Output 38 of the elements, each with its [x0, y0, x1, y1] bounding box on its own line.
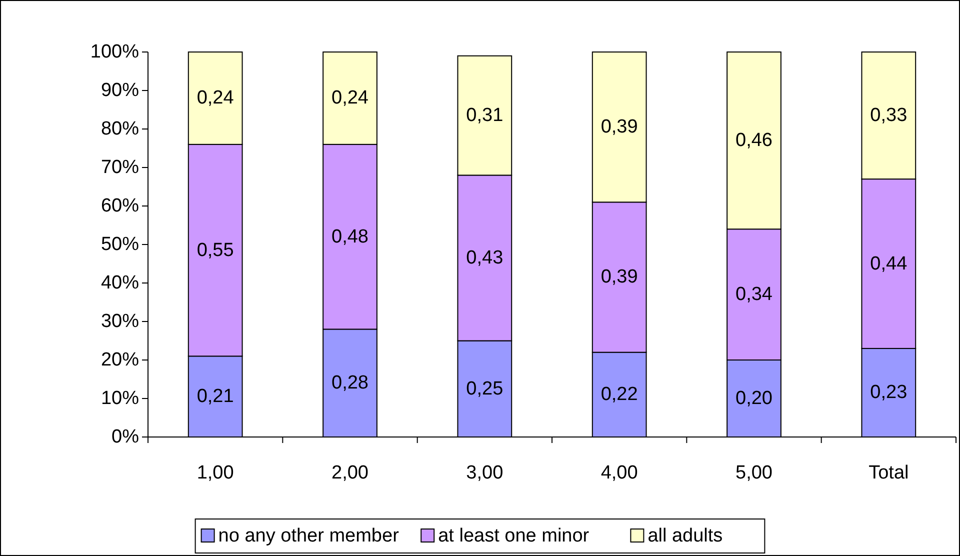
x-tick-label: Total [868, 462, 909, 484]
data-label: 0,20 [736, 388, 772, 409]
data-label: 0,44 [870, 253, 908, 274]
data-label: 0,34 [736, 284, 773, 306]
data-label: 0,28 [332, 372, 368, 394]
legend-label: all adults [648, 526, 723, 546]
data-label: 0,55 [196, 240, 234, 261]
data-label: 0,31 [466, 105, 504, 126]
data-label: 0,43 [466, 247, 504, 268]
data-label: 0,21 [196, 386, 234, 408]
data-label: 0,33 [870, 105, 908, 126]
data-label: 0,25 [466, 378, 504, 400]
y-tick-label: 60% [100, 196, 140, 216]
legend-label: no any other member [218, 526, 400, 546]
data-label: 0,22 [600, 384, 638, 406]
y-tick-label: 20% [100, 350, 140, 370]
data-label: 0,24 [196, 88, 234, 109]
y-tick-label: 100% [90, 42, 140, 62]
x-tick-label: 2,00 [332, 462, 368, 484]
data-label: 0,39 [600, 116, 638, 138]
x-tick-label: 4,00 [600, 462, 638, 484]
data-label: 0,24 [332, 88, 369, 109]
data-label: 0,39 [600, 266, 638, 288]
data-label: 0,46 [736, 130, 772, 152]
x-tick-label: 1,00 [196, 462, 234, 484]
y-tick-label: 0% [112, 426, 140, 448]
x-tick-label: 5,00 [736, 462, 772, 484]
data-label: 0,23 [870, 382, 908, 404]
y-tick-label: 40% [100, 272, 140, 294]
data-label: 0,48 [332, 226, 368, 248]
x-tick-label: 3,00 [466, 462, 504, 484]
y-tick-label: 50% [100, 234, 140, 255]
legend-label: at least one minor [438, 526, 590, 546]
y-tick-label: 80% [100, 118, 140, 140]
y-tick-label: 90% [100, 80, 140, 101]
y-tick-label: 10% [100, 388, 140, 409]
y-tick-label: 30% [100, 311, 140, 332]
y-tick-label: 70% [100, 157, 140, 178]
